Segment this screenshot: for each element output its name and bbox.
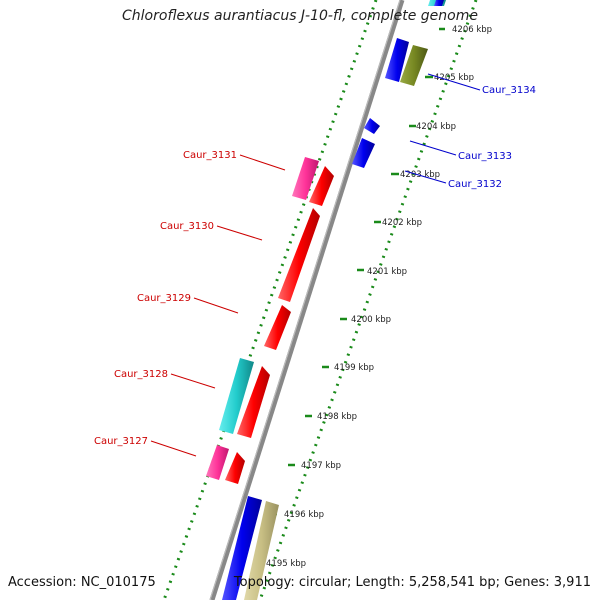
gene-arrow-caur-3128-cyan	[219, 358, 254, 434]
tick-label: 4199 kbp	[334, 363, 374, 373]
gene-arrow-caur-3131-red	[309, 166, 334, 206]
tick-label: 4200 kbp	[351, 315, 391, 325]
gene-arrow-caur-3131-pink	[292, 157, 319, 200]
leader-caur-3131	[239, 154, 286, 171]
gene-arrow-blue-bottom	[222, 496, 262, 600]
forward-strand-genes	[244, 0, 446, 600]
tick-label: 4197 kbp	[301, 461, 341, 471]
gene-arrow-caur-3134-b	[400, 45, 428, 86]
gene-label-caur-3129: Caur_3129	[137, 293, 191, 304]
gene-label-caur-3132: Caur_3132	[448, 179, 502, 190]
accession-label: Accession: NC_010175	[8, 575, 156, 590]
leader-caur-3134	[427, 73, 481, 91]
tick-label: 4206 kbp	[452, 25, 492, 35]
gene-label-caur-3127: Caur_3127	[94, 436, 148, 447]
tick-label: 4196 kbp	[284, 510, 324, 520]
gene-label-caur-3131: Caur_3131	[183, 150, 237, 161]
leader-caur-3133	[409, 140, 457, 156]
gene-arrow-caur-3127-red	[225, 452, 245, 484]
reverse-strand-genes	[206, 157, 334, 600]
tick-label: 4204 kbp	[416, 122, 456, 132]
gene-arrow-tan-1	[244, 501, 279, 600]
leader-caur-3130	[216, 225, 263, 241]
gene-arrow-caur-3130	[278, 208, 320, 302]
tick-label: 4205 kbp	[434, 73, 474, 83]
gene-arrow-caur-3134-a	[385, 38, 409, 82]
genome-backbone-highlight	[209, 0, 401, 600]
gene-label-caur-3130: Caur_3130	[160, 221, 214, 232]
leader-caur-3129	[193, 297, 239, 314]
gene-arrow-caur-3128-red	[237, 366, 270, 438]
tick-label: 4198 kbp	[317, 412, 357, 422]
gene-label-caur-3133: Caur_3133	[458, 151, 512, 162]
tick-label: 4201 kbp	[367, 267, 407, 277]
tick-label: 4195 kbp	[266, 559, 306, 569]
leader-caur-3127	[150, 440, 197, 457]
gene-arrow-caur-3127-pink	[206, 445, 229, 480]
gene-arrow-caur-3132	[352, 138, 375, 168]
gene-arrow-caur-3129	[264, 305, 291, 350]
genome-backbone	[209, 0, 405, 600]
leader-caur-3132	[404, 170, 447, 184]
gene-arrow-caur-3133	[364, 118, 380, 134]
map-title: Chloroflexus aurantiacus J-10-fl, comple…	[122, 8, 478, 24]
leader-caur-3128	[170, 373, 216, 389]
gene-arrow-blue-top2	[434, 0, 444, 6]
tick-label: 4202 kbp	[382, 218, 422, 228]
gene-label-caur-3128: Caur_3128	[114, 369, 168, 380]
topology-label: Topology: circular; Length: 5,258,541 bp…	[233, 575, 591, 590]
gene-label-caur-3134: Caur_3134	[482, 85, 536, 96]
